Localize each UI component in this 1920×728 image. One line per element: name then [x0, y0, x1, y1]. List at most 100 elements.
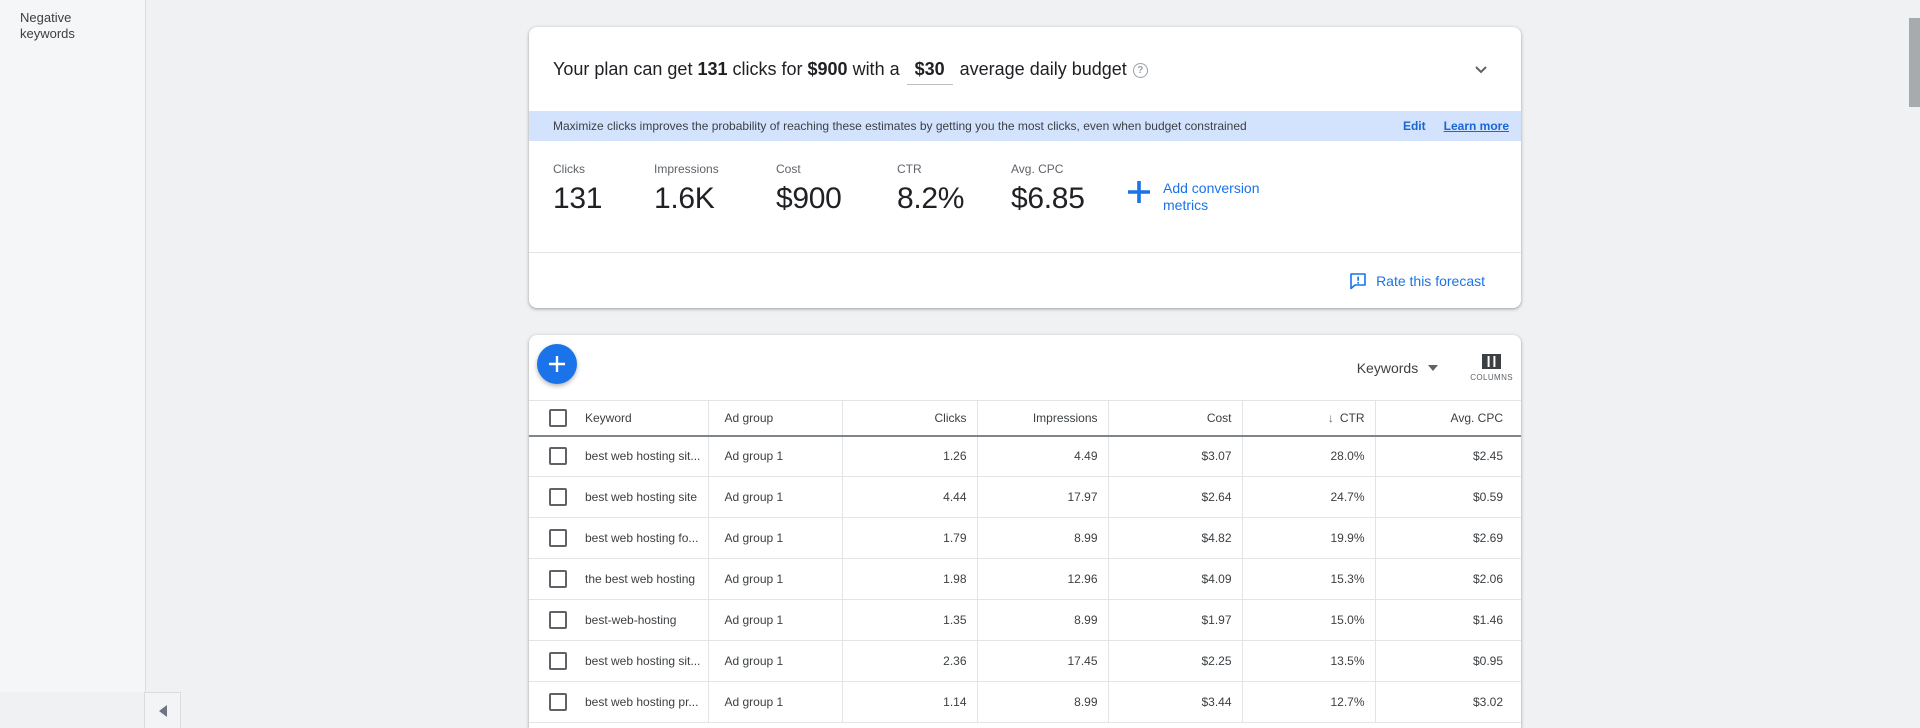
plus-icon — [546, 353, 568, 375]
row-checkbox-cell — [529, 559, 585, 600]
row-checkbox-cell — [529, 682, 585, 723]
row-checkbox[interactable] — [549, 570, 567, 588]
row-checkbox-cell — [529, 600, 585, 641]
cell-avg-cpc: $0.95 — [1375, 641, 1521, 682]
cell-avg-cpc: $1.46 — [1375, 600, 1521, 641]
col-header-cost[interactable]: Cost — [1108, 401, 1242, 436]
headline-suffix: average daily budget — [955, 59, 1127, 79]
metric-value: 8.2% — [897, 182, 1011, 216]
headline-mid2: with a — [848, 59, 905, 79]
cell-ctr: 13.5% — [1242, 641, 1375, 682]
banner-text: Maximize clicks improves the probability… — [553, 119, 1391, 133]
col-header-ctr[interactable]: ↓CTR — [1242, 401, 1375, 436]
help-icon[interactable]: ? — [1133, 63, 1148, 78]
cell-ad-group: Ad group 1 — [708, 600, 842, 641]
cell-impressions: 12.96 — [977, 559, 1108, 600]
blue-plus-icon — [1125, 178, 1153, 206]
cell-ad-group: Ad group 1 — [708, 436, 842, 477]
row-checkbox-cell — [529, 518, 585, 559]
row-checkbox[interactable] — [549, 652, 567, 670]
cell-clicks: 1.14 — [842, 682, 977, 723]
metric-value: 131 — [553, 182, 654, 216]
cell-clicks: 1.79 — [842, 518, 977, 559]
table-row: the best web hostingAd group 11.9812.96$… — [529, 559, 1521, 600]
headline-prefix: Your plan can get — [553, 59, 697, 79]
learn-more-link[interactable]: Learn more — [1444, 119, 1509, 133]
row-checkbox-cell — [529, 477, 585, 518]
columns-button[interactable]: COLUMNS — [1470, 354, 1513, 382]
feedback-icon — [1349, 272, 1367, 290]
vertical-scrollbar — [1908, 0, 1920, 728]
row-checkbox[interactable] — [549, 529, 567, 547]
row-checkbox-cell — [529, 641, 585, 682]
row-checkbox[interactable] — [549, 488, 567, 506]
metric-label: Impressions — [654, 162, 776, 176]
metric-cost: Cost$900 — [776, 162, 897, 252]
cell-ad-group: Ad group 1 — [708, 559, 842, 600]
sort-descending-icon: ↓ — [1328, 411, 1334, 425]
cell-impressions: 17.45 — [977, 641, 1108, 682]
toolbar-right: Keywords COLUMNS — [1357, 335, 1513, 400]
chevron-down-icon[interactable] — [1469, 57, 1493, 81]
metric-impressions: Impressions1.6K — [654, 162, 776, 252]
keywords-table: KeywordAd groupClicksImpressionsCost↓CTR… — [529, 400, 1521, 723]
cell-keyword: best web hosting fo... — [585, 518, 708, 559]
row-checkbox[interactable] — [549, 693, 567, 711]
sidebar-item-negative-keywords[interactable]: Negative keywords — [0, 0, 110, 42]
row-checkbox[interactable] — [549, 447, 567, 465]
cell-impressions: 17.97 — [977, 477, 1108, 518]
table-row: best web hosting pr...Ad group 11.148.99… — [529, 682, 1521, 723]
cell-keyword: best web hosting pr... — [585, 682, 708, 723]
cell-cost: $3.07 — [1108, 436, 1242, 477]
keywords-view-label: Keywords — [1357, 360, 1418, 376]
cell-impressions: 8.99 — [977, 682, 1108, 723]
row-checkbox[interactable] — [549, 611, 567, 629]
col-header-ad-group[interactable]: Ad group — [708, 401, 842, 436]
cell-ctr: 12.7% — [1242, 682, 1375, 723]
cell-ad-group: Ad group 1 — [708, 641, 842, 682]
headline-mid1: clicks for — [728, 59, 808, 79]
daily-budget-editable-value[interactable]: $30 — [907, 59, 953, 85]
table-row: best web hosting fo...Ad group 11.798.99… — [529, 518, 1521, 559]
edit-link[interactable]: Edit — [1403, 119, 1426, 133]
cell-ad-group: Ad group 1 — [708, 518, 842, 559]
cell-ctr: 28.0% — [1242, 436, 1375, 477]
add-conversion-metrics-button[interactable]: Add conversion metrics — [1125, 178, 1283, 252]
keywords-view-dropdown[interactable]: Keywords — [1357, 360, 1438, 376]
cell-keyword: the best web hosting — [585, 559, 708, 600]
add-conversion-metrics-label: Add conversion metrics — [1163, 180, 1283, 214]
cell-clicks: 4.44 — [842, 477, 977, 518]
headline-clicks-value: 131 — [697, 59, 727, 79]
cell-avg-cpc: $2.06 — [1375, 559, 1521, 600]
scrollbar-thumb[interactable] — [1909, 18, 1920, 107]
metric-ctr: CTR8.2% — [897, 162, 1011, 252]
cell-ctr: 15.3% — [1242, 559, 1375, 600]
columns-button-label: COLUMNS — [1470, 373, 1513, 382]
table-row: best-web-hostingAd group 11.358.99$1.971… — [529, 600, 1521, 641]
add-keyword-button[interactable] — [537, 344, 577, 384]
cell-clicks: 1.26 — [842, 436, 977, 477]
select-all-checkbox[interactable] — [549, 409, 567, 427]
row-checkbox-cell — [529, 436, 585, 477]
cell-avg-cpc: $2.69 — [1375, 518, 1521, 559]
cell-keyword: best web hosting sit... — [585, 436, 708, 477]
cell-cost: $2.25 — [1108, 641, 1242, 682]
metric-label: Avg. CPC — [1011, 162, 1125, 176]
cell-cost: $3.44 — [1108, 682, 1242, 723]
cell-keyword: best-web-hosting — [585, 600, 708, 641]
headline-cost-value: $900 — [808, 59, 848, 79]
forecast-footer: Rate this forecast — [529, 252, 1521, 308]
table-row: best web hosting sit...Ad group 12.3617.… — [529, 641, 1521, 682]
rate-this-forecast-link[interactable]: Rate this forecast — [1349, 272, 1485, 290]
col-header-clicks[interactable]: Clicks — [842, 401, 977, 436]
cell-avg-cpc: $0.59 — [1375, 477, 1521, 518]
forecast-card: Your plan can get 131 clicks for $900 wi… — [529, 27, 1521, 308]
cell-keyword: best web hosting sit... — [585, 641, 708, 682]
cell-clicks: 2.36 — [842, 641, 977, 682]
col-header-keyword[interactable]: Keyword — [585, 401, 708, 436]
col-header-impressions[interactable]: Impressions — [977, 401, 1108, 436]
col-header-avg-cpc[interactable]: Avg. CPC — [1375, 401, 1521, 436]
collapse-left-icon — [159, 705, 167, 717]
columns-icon — [1482, 354, 1501, 369]
collapse-panel-button[interactable] — [144, 692, 181, 728]
